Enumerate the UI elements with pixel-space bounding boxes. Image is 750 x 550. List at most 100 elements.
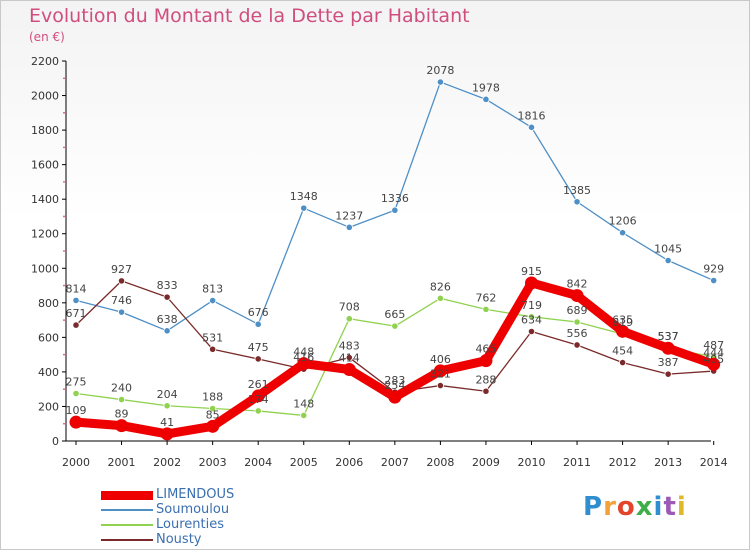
y-tick-label: 2000	[31, 90, 59, 103]
x-tick-label: 2012	[609, 456, 637, 469]
data-label-lourenties: 240	[111, 382, 132, 395]
data-label-lourenties: 665	[384, 308, 405, 321]
data-label-nousty: 556	[567, 327, 588, 340]
x-tick-label: 2000	[62, 456, 90, 469]
legend-item-limendous[interactable]: LIMENDOUS	[101, 488, 321, 503]
legend-item-lourenties[interactable]: Lourenties	[101, 518, 321, 533]
chart-title: Evolution du Montant de la Dette par Hab…	[29, 5, 470, 27]
legend-swatch	[101, 524, 153, 526]
data-label-limendous: 109	[66, 404, 87, 417]
legend-label: Nousty	[156, 532, 202, 547]
data-label-nousty: 321	[430, 368, 451, 381]
data-label-nousty: 387	[658, 356, 679, 369]
x-tick-label: 2008	[426, 456, 454, 469]
x-tick-label: 2002	[153, 456, 181, 469]
data-point-lourenties	[72, 389, 80, 398]
y-tick-label: 200	[38, 400, 59, 413]
data-point-lourenties	[163, 402, 171, 410]
legend-swatch	[101, 539, 153, 541]
data-point-limendous	[479, 354, 493, 368]
y-tick-label: 1200	[31, 228, 59, 241]
legend-swatch	[101, 490, 153, 500]
data-point-limendous	[206, 419, 220, 433]
data-label-lourenties: 275	[66, 376, 87, 389]
data-point-soumoulou	[664, 256, 672, 265]
logo-letter: t	[663, 492, 677, 522]
data-point-limendous	[69, 415, 83, 429]
data-label-soumoulou: 1348	[290, 190, 318, 203]
data-label-nousty: 671	[66, 307, 87, 320]
x-tick-label: 2011	[563, 456, 591, 469]
legend-item-nousty[interactable]: Nousty	[101, 533, 321, 548]
y-minor-tick	[63, 319, 65, 321]
data-label-lourenties: 689	[567, 304, 588, 317]
x-tick-label: 2003	[199, 456, 227, 469]
y-tick-label: 2200	[31, 55, 59, 68]
data-point-limendous	[661, 341, 675, 355]
data-label-soumoulou: 1385	[563, 184, 591, 197]
data-label-limendous: 254	[384, 379, 405, 392]
data-point-lourenties	[527, 313, 536, 321]
data-point-limendous	[115, 419, 129, 433]
data-point-lourenties	[300, 411, 308, 420]
y-tick-label: 400	[38, 366, 59, 379]
data-point-lourenties	[391, 322, 399, 330]
data-label-soumoulou: 2078	[426, 64, 454, 77]
legend-label: LIMENDOUS	[156, 487, 235, 502]
y-tick-label: 1000	[31, 262, 59, 275]
data-point-soumoulou	[254, 320, 262, 328]
data-point-soumoulou	[527, 123, 536, 131]
legend-swatch	[101, 509, 153, 511]
data-label-lourenties: 188	[202, 391, 223, 404]
data-label-limendous: 261	[248, 378, 269, 391]
data-point-lourenties	[209, 404, 217, 413]
data-point-nousty	[72, 321, 80, 329]
x-tick-label: 2007	[381, 456, 409, 469]
data-point-nousty	[345, 353, 353, 362]
logo-letter: P	[583, 492, 604, 522]
data-point-nousty	[527, 327, 536, 336]
data-point-soumoulou	[345, 223, 353, 231]
data-point-nousty	[573, 341, 581, 349]
data-label-soumoulou: 1045	[654, 243, 682, 256]
data-label-lourenties: 708	[339, 301, 360, 314]
data-label-limendous: 537	[658, 330, 679, 343]
data-point-limendous	[616, 324, 630, 338]
data-point-lourenties	[345, 315, 353, 323]
data-label-limendous: 448	[293, 346, 314, 359]
data-label-lourenties: 487	[703, 339, 724, 352]
legend: LIMENDOUS Soumoulou Lourenties Nousty	[101, 488, 321, 548]
data-point-nousty	[117, 277, 126, 285]
proxiti-logo: Proxiti	[583, 492, 687, 522]
data-label-soumoulou: 929	[703, 263, 724, 276]
data-label-lourenties: 204	[157, 388, 178, 401]
data-point-nousty	[664, 370, 672, 378]
data-label-soumoulou: 1978	[472, 81, 500, 94]
data-label-nousty: 454	[612, 345, 633, 358]
data-label-soumoulou: 1237	[335, 209, 363, 222]
data-point-soumoulou	[391, 206, 399, 214]
data-label-limendous: 465	[475, 343, 496, 356]
data-point-limendous	[525, 276, 538, 290]
legend-item-soumoulou[interactable]: Soumoulou	[101, 503, 321, 518]
chart-unit-label: (en €)	[29, 30, 65, 44]
data-label-lourenties: 619	[612, 316, 633, 329]
y-minor-tick	[63, 111, 65, 114]
data-label-soumoulou: 1336	[381, 192, 409, 205]
legend-label: Soumoulou	[156, 502, 230, 517]
data-label-lourenties: 537	[658, 330, 679, 343]
data-label-limendous: 406	[430, 353, 451, 366]
data-point-soumoulou	[573, 198, 581, 206]
data-label-nousty: 833	[157, 279, 178, 292]
y-minor-tick	[63, 250, 65, 252]
data-point-limendous	[570, 289, 584, 303]
x-tick-label: 2009	[472, 456, 500, 469]
x-tick-label: 2014	[700, 456, 728, 469]
y-minor-tick	[63, 215, 65, 218]
data-label-nousty: 483	[339, 340, 360, 353]
data-label-nousty: 634	[521, 313, 542, 326]
y-minor-tick	[63, 284, 65, 287]
data-label-nousty: 405	[703, 353, 724, 366]
